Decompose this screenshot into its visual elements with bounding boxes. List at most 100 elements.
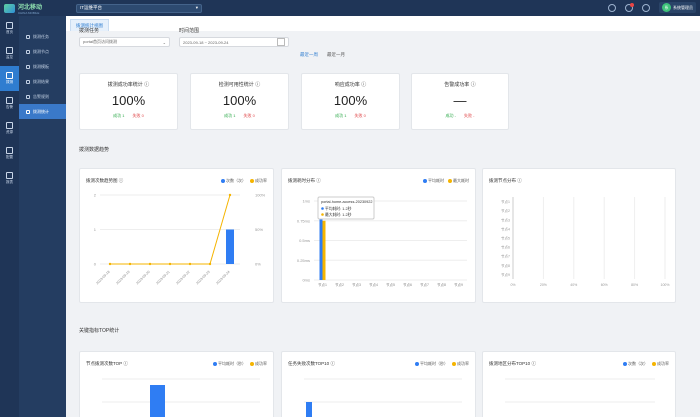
- top-bar: 河北移动 CHINA MOBILE IT运维平台 ▾ 系 系统管理员: [0, 0, 700, 16]
- avatar: 系: [662, 3, 671, 12]
- user-menu[interactable]: 系 系统管理员: [659, 2, 696, 13]
- chart-title-text: 任务失败次数TOP10: [288, 361, 330, 366]
- legend-item[interactable]: 次数（次）: [623, 361, 648, 367]
- chart-canvas: 0% 20% 40% 60% 80% 100% 节点1 节点2 节点3 节点4 节点5 节点6 节点7 节…: [501, 197, 669, 287]
- last-month-link[interactable]: 最近一月: [327, 52, 345, 57]
- help-icon[interactable]: [642, 3, 650, 12]
- task-icon: [26, 34, 30, 39]
- chart-title: 拨测节点分布 ⓘ: [489, 178, 522, 184]
- legend-item[interactable]: 成功率: [250, 361, 267, 367]
- legend-label: 成功率: [657, 361, 669, 366]
- legend-swatch: [652, 361, 656, 366]
- x-tick-label: 40%: [570, 283, 577, 287]
- y-tick-label: 1ms: [302, 199, 310, 204]
- last-week-link[interactable]: 最近一周: [300, 52, 318, 57]
- legend-item[interactable]: 次数（次）: [221, 178, 246, 184]
- template-icon: [26, 64, 30, 69]
- sub-nav: 拨测任务 拨测节点 拨测模板拨测结果告警规则拨测统计: [19, 16, 66, 417]
- x-tick-label: 节点1: [318, 282, 327, 287]
- task-filter-label: 拨测任务: [79, 28, 100, 34]
- chart-card: 拨测次数趋势图 ⓘ 次数（次） 成功率 0 0% 1 50% 2 100% 2023-09-18 2…: [79, 168, 274, 303]
- subnav-item-4[interactable]: 告警规则: [19, 89, 66, 104]
- subnav-item-2[interactable]: 拨测模板: [19, 59, 66, 74]
- kpi-breakdown: 成功 1 失败 0: [302, 113, 399, 119]
- y-tick-label: 0ms: [302, 278, 310, 283]
- task-select[interactable]: portal首页访问拨测 ⌄: [79, 37, 170, 47]
- nav-item-3[interactable]: 告警: [0, 91, 19, 116]
- info-icon: ⓘ: [142, 82, 150, 88]
- notification-badge: [630, 2, 634, 7]
- kpi-breakdown: 成功 1 失败 0: [191, 113, 288, 119]
- x-tick-label: 20%: [540, 283, 547, 287]
- legend-label: 平均耗时（秒）: [218, 361, 246, 366]
- info-icon: ⓘ: [516, 178, 522, 183]
- nav-item-label: 资源: [6, 130, 13, 134]
- logo-sub: CHINA MOBILE: [18, 10, 40, 15]
- x-tick-label: 节点9: [454, 282, 463, 287]
- legend-swatch: [221, 178, 225, 183]
- chart-title: 拨测耗时分布 ⓘ: [288, 178, 321, 184]
- notification-icon[interactable]: [625, 2, 634, 12]
- nav-item-4[interactable]: 资源: [0, 116, 19, 141]
- x-tick-label: 2023-09-19: [115, 270, 131, 286]
- y2-tick-label: 50%: [255, 227, 263, 232]
- tab-probe-stats[interactable]: 拨测统计视图: [70, 19, 109, 31]
- nav-item-0[interactable]: 首页: [0, 16, 19, 41]
- nav-item-1[interactable]: 监控: [0, 41, 19, 66]
- nav-item-2[interactable]: 拨测: [0, 66, 19, 91]
- x-tick-label: 2023-09-18: [95, 270, 111, 286]
- kpi-success: 成功 1: [335, 113, 347, 118]
- kpi-failure: 失败 0: [243, 113, 255, 118]
- chevron-down-icon: ⌄: [162, 39, 166, 45]
- legend-item[interactable]: 最大耗时: [448, 178, 469, 184]
- bar-max: [322, 220, 326, 280]
- result-icon: [26, 79, 30, 84]
- y-tick-label: 0.25ms: [297, 258, 310, 263]
- resource-icon: [6, 122, 13, 129]
- info-icon: ⓘ: [530, 361, 536, 366]
- y-tick-label: 0.5ms: [299, 238, 310, 243]
- legend-item[interactable]: 成功率: [452, 361, 469, 367]
- kpi-title: 响应成功率 ⓘ: [302, 81, 399, 88]
- subnav-item-0[interactable]: 拨测任务: [19, 29, 66, 44]
- subnav-item-label: 告警规则: [33, 93, 49, 99]
- legend-swatch: [250, 178, 254, 183]
- subnav-item-3[interactable]: 拨测结果: [19, 74, 66, 89]
- legend-item[interactable]: 平均耗时（秒）: [213, 361, 246, 367]
- chart-title-text: 拨测节点分布: [489, 178, 516, 183]
- kpi-value: 100%: [222, 93, 257, 108]
- y-tick-label: 0: [94, 262, 97, 267]
- subnav-item-5[interactable]: 拨测统计: [19, 104, 66, 119]
- subnav-item-1[interactable]: 拨测节点: [19, 44, 66, 59]
- chart-card: 拨测耗时分布 ⓘ 平均耗时 最大耗时 0ms 0.25ms 0.5ms 0.75ms 1ms 节…: [281, 168, 476, 303]
- subnav-item-label: 拨测结果: [33, 78, 49, 84]
- tooltip-title: portal-home-access-20230922: [321, 200, 373, 204]
- nav-item-label: 报表: [6, 180, 13, 184]
- kpi-title-text: 拨测成功率统计: [107, 82, 143, 88]
- date-range-input[interactable]: 2023-09-18 ~ 2023-09-24: [179, 37, 289, 47]
- nav-item-5[interactable]: 配置: [0, 141, 19, 166]
- kpi-title: 拨测成功率统计 ⓘ: [80, 81, 177, 88]
- nav-item-6[interactable]: 报表: [0, 166, 19, 191]
- y-tick-label: 0.75ms: [297, 218, 310, 223]
- y2-tick-label: 0%: [255, 262, 261, 267]
- y-tick-label: 节点9: [501, 272, 510, 277]
- kpi-breakdown: 成功 - 失败 -: [412, 113, 508, 119]
- legend-label: 最大耗时: [453, 178, 469, 183]
- chart-title-text: 拨测耗时分布: [288, 178, 315, 183]
- nav-item-label: 监控: [6, 55, 13, 59]
- nav-item-label: 拨测: [6, 80, 13, 84]
- legend-item[interactable]: 成功率: [652, 361, 669, 367]
- platform-select[interactable]: IT运维平台 ▾: [76, 3, 202, 13]
- kpi-value: —: [453, 93, 467, 108]
- chart-title: 拨测次数趋势图 ⓘ: [86, 178, 123, 184]
- legend-swatch: [448, 178, 452, 183]
- settings-icon[interactable]: [608, 3, 616, 12]
- legend-item[interactable]: 平均耗时（秒）: [415, 361, 448, 367]
- legend-item[interactable]: 成功率: [250, 178, 267, 184]
- chart-title: 拨测地区分布TOP10 ⓘ: [489, 361, 536, 367]
- legend-item[interactable]: 平均耗时: [423, 178, 444, 184]
- x-tick-label: 节点8: [437, 282, 446, 287]
- x-tick-label: 0%: [510, 283, 515, 287]
- y-tick-label: 节点5: [501, 236, 510, 241]
